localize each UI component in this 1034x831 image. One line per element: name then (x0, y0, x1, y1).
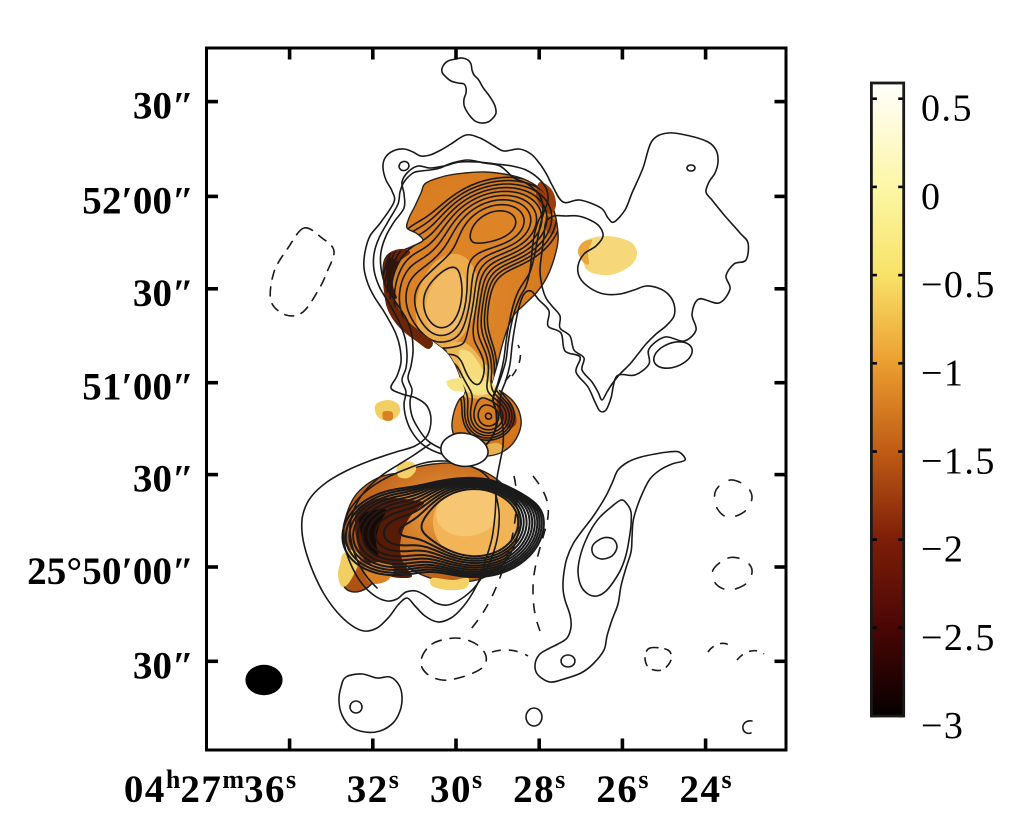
svg-text:25°50′00″: 25°50′00″ (27, 550, 194, 593)
svg-text:52′00″: 52′00″ (82, 179, 194, 222)
svg-text:30″: 30″ (133, 458, 194, 501)
svg-text:30″: 30″ (133, 85, 194, 128)
svg-text:30″: 30″ (133, 644, 194, 687)
svg-text:−2: −2 (921, 529, 964, 571)
svg-text:51′00″: 51′00″ (82, 366, 194, 409)
svg-text:−2.5: −2.5 (921, 617, 996, 659)
svg-text:0: 0 (921, 176, 942, 218)
svg-text:−0.5: −0.5 (921, 264, 996, 306)
svg-text:−1: −1 (921, 352, 964, 394)
svg-text:04h27m36s: 04h27m36s (124, 765, 296, 811)
svg-text:0.5: 0.5 (921, 88, 973, 130)
svg-text:−1.5: −1.5 (921, 441, 996, 483)
svg-text:30″: 30″ (133, 272, 194, 315)
svg-text:−3: −3 (921, 705, 964, 747)
